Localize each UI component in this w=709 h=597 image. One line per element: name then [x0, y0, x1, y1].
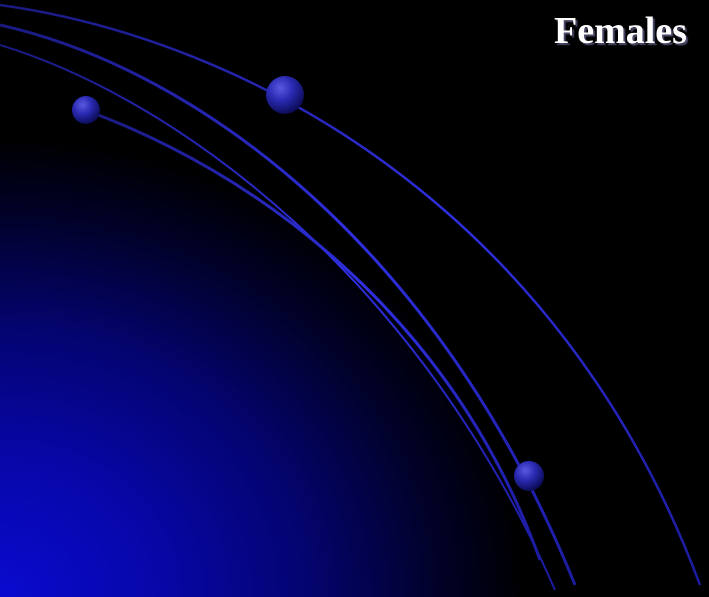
arc-outer: [0, 3, 702, 586]
arc-inner: [84, 108, 542, 561]
arc-second: [0, 23, 577, 586]
slide-title: Females: [554, 10, 687, 52]
orb-large-top: [266, 76, 304, 114]
arc-third: [0, 44, 556, 591]
orb-small-left: [72, 96, 100, 124]
orb-lower-right: [514, 461, 544, 491]
